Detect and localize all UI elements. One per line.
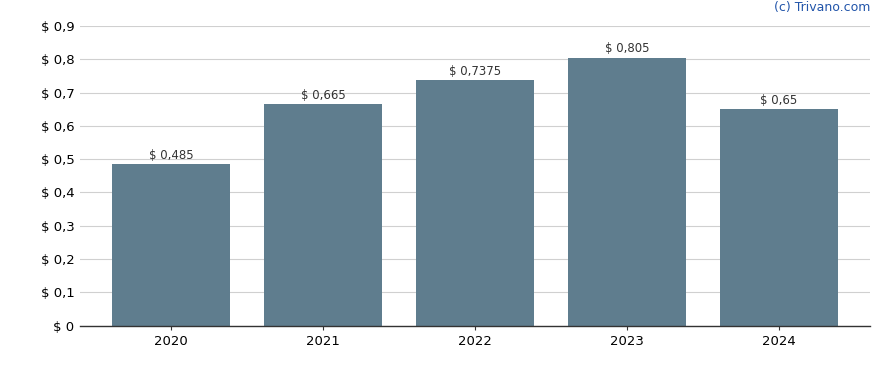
Text: $ 0,805: $ 0,805 (605, 42, 649, 55)
Bar (567, 57, 686, 326)
Text: $ 0,7375: $ 0,7375 (449, 65, 501, 78)
Bar (720, 109, 838, 326)
Text: $ 0,665: $ 0,665 (301, 89, 345, 102)
Bar (112, 164, 230, 326)
Text: $ 0,485: $ 0,485 (149, 149, 194, 162)
Text: $ 0,65: $ 0,65 (760, 94, 797, 107)
Bar (416, 80, 535, 326)
Bar (264, 104, 383, 326)
Text: (c) Trivano.com: (c) Trivano.com (773, 1, 870, 14)
